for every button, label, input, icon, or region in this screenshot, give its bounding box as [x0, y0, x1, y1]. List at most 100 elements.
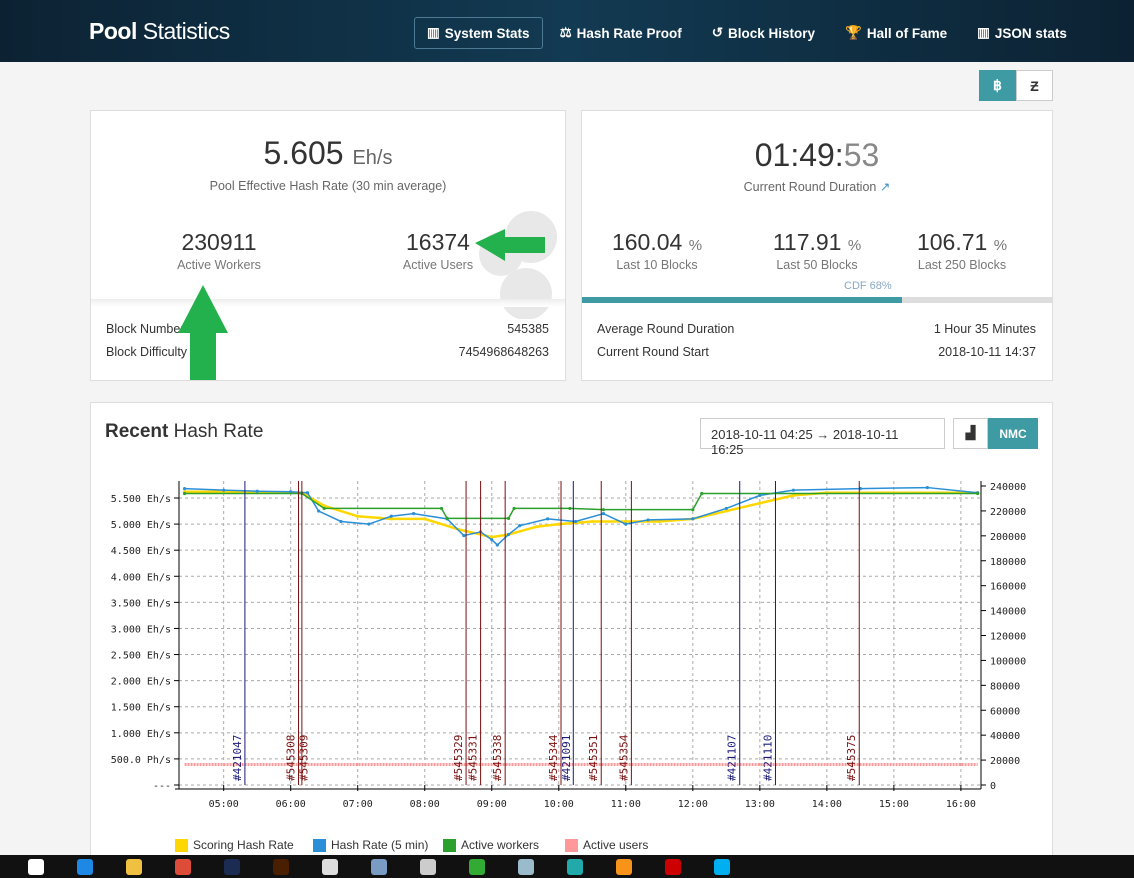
bitcoin-icon[interactable]: [616, 859, 632, 875]
data-point: [305, 491, 310, 495]
data-point: [289, 490, 293, 494]
legend-label: Hash Rate (5 min): [331, 838, 428, 852]
nav-block-history[interactable]: ↺ Block History: [699, 17, 828, 49]
chart-card: Recent Hash Rate 2018-10-11 04:25 → 2018…: [90, 402, 1053, 862]
block-label: #421091: [560, 735, 573, 781]
data-point: [389, 517, 393, 521]
right-tick-label: 80000: [990, 681, 1020, 692]
block-number-row: Block Number 545385: [106, 322, 549, 336]
legend-label: Active users: [583, 838, 648, 852]
right-tick-label: 180000: [990, 557, 1026, 568]
btc-button[interactable]: ฿: [979, 70, 1016, 101]
data-point: [758, 493, 762, 497]
external-link-icon: ↗: [879, 180, 891, 194]
x-tick-label: 12:00: [678, 799, 708, 810]
block-label: #545351: [587, 735, 600, 781]
data-point: [317, 509, 321, 513]
block-label: #421107: [726, 735, 739, 781]
annotation-arrows: [178, 229, 545, 380]
block-label: #545309: [298, 735, 311, 781]
right-tick-label: 40000: [990, 731, 1020, 742]
legend-swatch: [565, 839, 578, 852]
data-point: [518, 524, 522, 528]
data-point: [495, 543, 499, 547]
cdf-label: CDF 68%: [844, 280, 892, 292]
left-tick-label: 5.500 Eh/s: [111, 494, 171, 505]
edge-icon[interactable]: [77, 859, 93, 875]
nav-label: Hash Rate Proof: [576, 25, 682, 41]
photoshop-icon[interactable]: [224, 859, 240, 875]
left-tick-label: 3.500 Eh/s: [111, 598, 171, 609]
legend-swatch: [313, 839, 326, 852]
right-tick-label: 220000: [990, 507, 1026, 518]
active-users: 16374 Active Users: [402, 229, 474, 272]
arrow-left-icon: [475, 229, 545, 261]
top-header: Pool Statistics ▥ System Stats ⚖ Hash Rate …: [0, 0, 1134, 62]
chrome-icon[interactable]: [175, 859, 191, 875]
x-tick-label: 07:00: [343, 799, 373, 810]
data-point: [568, 506, 572, 511]
cdf-progress: [582, 297, 1052, 303]
app-icon[interactable]: [567, 859, 583, 875]
network-icon[interactable]: [371, 859, 387, 875]
right-tick-label: 120000: [990, 632, 1026, 643]
round-caption[interactable]: Current Round Duration ↗: [743, 180, 891, 194]
main-nav: ▥ System Stats ⚖ Hash Rate Proof ↺ Block Hist…: [414, 17, 1084, 49]
data-point: [339, 519, 343, 524]
nav-label: Hall of Fame: [866, 25, 948, 41]
nav-system-stats[interactable]: ▥ System Stats: [414, 17, 543, 49]
nav-hash-rate-proof[interactable]: ⚖ Hash Rate Proof: [547, 17, 695, 49]
nav-json-stats[interactable]: ▥ JSON stats: [964, 17, 1080, 49]
nav-label: Block History: [728, 25, 816, 41]
data-point: [445, 516, 449, 520]
brand-logo[interactable]: Pool Statistics: [89, 18, 230, 45]
x-tick-label: 10:00: [544, 799, 574, 810]
data-point: [506, 516, 511, 520]
nav-hall-of-fame[interactable]: 🏆 Hall of Fame: [832, 17, 960, 49]
date-range-picker[interactable]: 2018-10-11 04:25 → 2018-10-11 16:25: [700, 418, 945, 457]
calculator-icon[interactable]: [322, 859, 338, 875]
illustrator-icon[interactable]: [273, 859, 289, 875]
zcash-button[interactable]: Ƶ: [1016, 70, 1053, 101]
app-icon[interactable]: [420, 859, 436, 875]
data-point: [182, 491, 187, 496]
avg-round-row: Average Round Duration 1 Hour 35 Minutes: [597, 322, 1036, 336]
data-point: [389, 514, 393, 518]
data-point: [182, 487, 187, 491]
data-point: [490, 535, 494, 539]
data-point: [356, 514, 360, 518]
hashrate-value: 5.605 Eh/s: [263, 135, 393, 171]
series-line-2: [184, 492, 978, 520]
right-tick-label: 100000: [990, 656, 1026, 667]
app-icon[interactable]: [469, 859, 485, 875]
filezilla-icon[interactable]: [665, 859, 681, 875]
active-workers: 230911 Active Workers: [177, 229, 261, 272]
x-tick-label: 09:00: [477, 799, 507, 810]
data-point: [423, 517, 427, 521]
block-label: #545308: [285, 735, 298, 781]
legend-label: Active workers: [461, 838, 539, 852]
data-point: [490, 538, 494, 542]
data-point: [791, 488, 795, 492]
currency-switch: ฿ Ƶ: [979, 70, 1053, 101]
file-explorer-icon[interactable]: [126, 859, 142, 875]
app-icon[interactable]: [518, 859, 534, 875]
round-start-row: Current Round Start 2018-10-11 14:37: [597, 345, 1036, 359]
right-tick-label: 140000: [990, 607, 1026, 618]
area-chart-icon[interactable]: ▟: [953, 418, 988, 449]
data-point: [601, 508, 606, 512]
right-tick-label: 60000: [990, 706, 1020, 717]
luck-50: 117.91 % Last 50 Blocks: [772, 229, 862, 272]
data-point: [791, 493, 795, 497]
skype-icon[interactable]: [714, 859, 730, 875]
block-label: #545344: [547, 734, 560, 781]
luck-10: 160.04 % Last 10 Blocks: [611, 229, 703, 272]
round-duration: 01:49:53: [754, 137, 880, 173]
task-view-icon[interactable]: [28, 859, 44, 875]
x-tick-label: 16:00: [946, 799, 976, 810]
windows-taskbar: [0, 855, 1134, 878]
block-label: #545354: [617, 734, 630, 781]
data-point: [691, 508, 695, 512]
nmc-toggle[interactable]: NMC: [988, 418, 1038, 449]
data-point: [255, 489, 259, 493]
